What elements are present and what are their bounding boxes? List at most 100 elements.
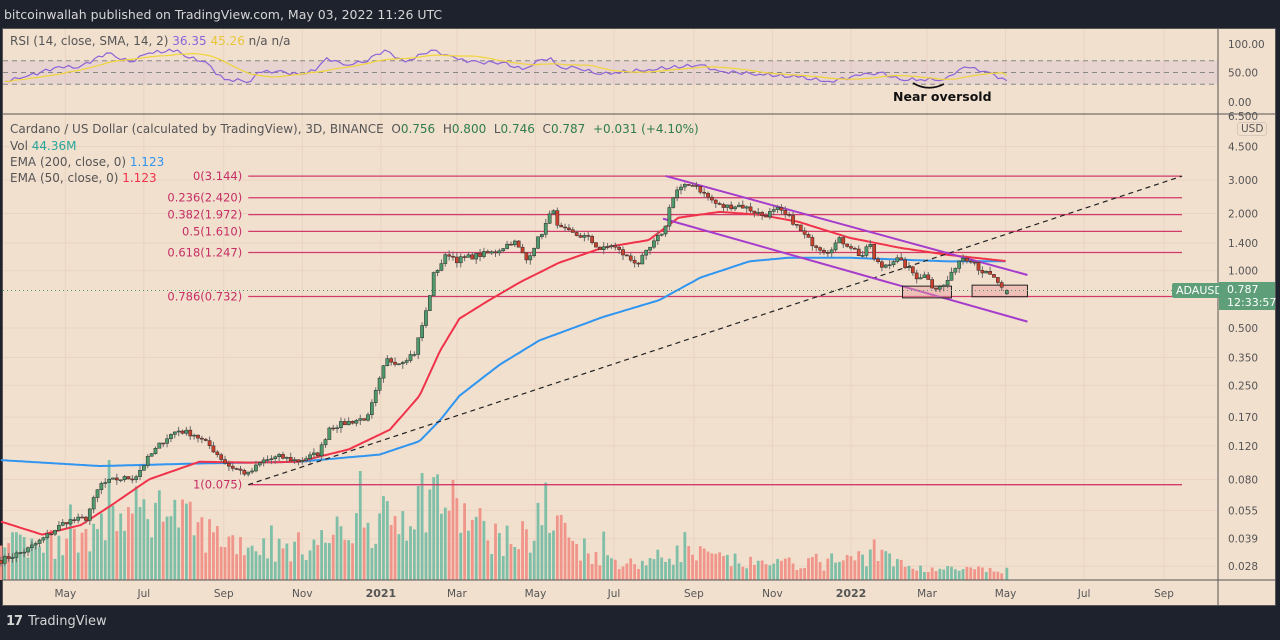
candle-up[interactable] xyxy=(153,447,158,454)
candle-up[interactable] xyxy=(424,310,428,326)
candle-down[interactable] xyxy=(798,224,803,232)
candle-down[interactable] xyxy=(590,236,594,243)
candle-down[interactable] xyxy=(451,255,455,258)
candle-down[interactable] xyxy=(49,533,54,536)
candle-down[interactable] xyxy=(6,556,11,559)
candle-down[interactable] xyxy=(988,271,992,275)
currency-button[interactable]: USD xyxy=(1237,122,1268,136)
candle-up[interactable] xyxy=(10,557,15,559)
candle-up[interactable] xyxy=(543,223,548,235)
candle-up[interactable] xyxy=(172,431,177,435)
candle-down[interactable] xyxy=(930,279,934,289)
candle-up[interactable] xyxy=(439,263,444,271)
candle-down[interactable] xyxy=(296,459,301,463)
candle-up[interactable] xyxy=(528,255,533,261)
candle-up[interactable] xyxy=(733,206,737,210)
candle-down[interactable] xyxy=(880,261,884,268)
candle-up[interactable] xyxy=(142,465,146,471)
candle-up[interactable] xyxy=(246,471,251,475)
candle-up[interactable] xyxy=(671,197,676,208)
near-oversold-annotation[interactable]: Near oversold xyxy=(893,89,992,104)
candle-up[interactable] xyxy=(652,240,656,248)
candle-down[interactable] xyxy=(524,252,529,261)
candle-down[interactable] xyxy=(853,247,857,250)
candle-down[interactable] xyxy=(686,184,691,186)
candle-up[interactable] xyxy=(335,427,339,430)
candle-up[interactable] xyxy=(319,444,324,457)
candle-down[interactable] xyxy=(810,237,815,247)
candle-down[interactable] xyxy=(223,459,227,464)
candle-down[interactable] xyxy=(999,282,1004,288)
candle-down[interactable] xyxy=(748,206,753,212)
candle-down[interactable] xyxy=(234,468,239,470)
candle-up[interactable] xyxy=(308,454,312,459)
candle-down[interactable] xyxy=(845,243,849,247)
candle-up[interactable] xyxy=(512,240,517,246)
candle-down[interactable] xyxy=(509,243,513,246)
candle-down[interactable] xyxy=(242,470,247,475)
candle-up[interactable] xyxy=(961,257,965,262)
candle-down[interactable] xyxy=(914,272,919,280)
candle-down[interactable] xyxy=(822,249,826,253)
candle-up[interactable] xyxy=(254,464,258,472)
candle-up[interactable] xyxy=(323,439,328,446)
candle-up[interactable] xyxy=(941,284,946,287)
candle-down[interactable] xyxy=(849,246,853,249)
ema200-line[interactable] xyxy=(0,256,1006,467)
candle-up[interactable] xyxy=(53,530,57,535)
candle-down[interactable] xyxy=(806,234,811,238)
candle-up[interactable] xyxy=(489,251,494,254)
candle-down[interactable] xyxy=(764,215,768,218)
candle-down[interactable] xyxy=(934,287,938,290)
candle-up[interactable] xyxy=(22,551,26,554)
candle-up[interactable] xyxy=(300,460,305,463)
candle-down[interactable] xyxy=(362,418,366,421)
candle-down[interactable] xyxy=(636,262,641,265)
candle-down[interactable] xyxy=(632,259,637,264)
candle-down[interactable] xyxy=(968,260,973,263)
candle-up[interactable] xyxy=(427,295,432,311)
candle-down[interactable] xyxy=(393,361,397,365)
candle-up[interactable] xyxy=(458,256,463,264)
candle-down[interactable] xyxy=(872,244,877,260)
candle-up[interactable] xyxy=(868,244,873,247)
symbol-title[interactable]: Cardano / US Dollar (calculated by Tradi… xyxy=(10,122,384,136)
candle-down[interactable] xyxy=(578,235,583,238)
candle-up[interactable] xyxy=(644,249,649,256)
candle-up[interactable] xyxy=(358,418,363,421)
candle-down[interactable] xyxy=(856,248,861,256)
candle-up[interactable] xyxy=(938,286,942,290)
candle-up[interactable] xyxy=(118,479,123,482)
candle-up[interactable] xyxy=(918,277,923,280)
candle-up[interactable] xyxy=(737,204,741,208)
candle-up[interactable] xyxy=(381,365,386,379)
candle-down[interactable] xyxy=(899,257,904,261)
candle-down[interactable] xyxy=(980,270,985,274)
candle-down[interactable] xyxy=(570,229,575,233)
candle-down[interactable] xyxy=(447,254,451,257)
candle-up[interactable] xyxy=(551,210,556,215)
candle-up[interactable] xyxy=(949,271,954,281)
candle-up[interactable] xyxy=(138,470,142,477)
candle-up[interactable] xyxy=(122,476,127,481)
candle-down[interactable] xyxy=(783,210,788,215)
candle-up[interactable] xyxy=(648,246,652,251)
candle-down[interactable] xyxy=(926,274,931,280)
candle-down[interactable] xyxy=(698,186,703,193)
candle-up[interactable] xyxy=(505,243,509,249)
candle-up[interactable] xyxy=(99,483,104,490)
candle-up[interactable] xyxy=(397,363,401,366)
candle-up[interactable] xyxy=(41,537,46,541)
candle-up[interactable] xyxy=(883,264,888,268)
candle-up[interactable] xyxy=(285,457,289,459)
candle-down[interactable] xyxy=(485,251,490,254)
candle-down[interactable] xyxy=(594,242,598,248)
candle-down[interactable] xyxy=(787,214,792,216)
candle-down[interactable] xyxy=(567,227,571,231)
candle-up[interactable] xyxy=(134,476,139,480)
candle-down[interactable] xyxy=(455,256,459,264)
candle-up[interactable] xyxy=(385,358,390,366)
candle-down[interactable] xyxy=(729,204,734,210)
candle-up[interactable] xyxy=(431,272,436,296)
candle-up[interactable] xyxy=(547,213,552,224)
